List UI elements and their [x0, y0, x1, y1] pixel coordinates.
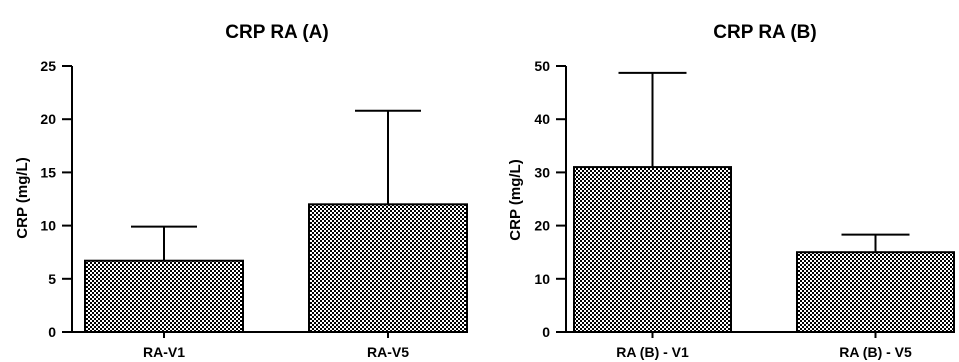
- y-tick-label: 0: [48, 324, 56, 340]
- y-axis-label-a: CRP (mg/L): [14, 157, 31, 238]
- y-tick-label: 10: [534, 271, 550, 287]
- bar-ra-v1: [84, 259, 244, 334]
- y-tick-label: 5: [48, 271, 56, 287]
- y-tick-label: 20: [40, 111, 56, 127]
- chart-panel-b: CRP RA (B) CRP (mg/L) 0 10 20 30 40 50 RA (B) …: [507, 22, 955, 360]
- y-axis-label-b: CRP (mg/L): [507, 159, 524, 240]
- plot-area-b: 0 10 20 30 40 50 RA (B) - V1 RA (B) - V5: [534, 58, 955, 360]
- chart-panel-a: CRP RA (A) CRP (mg/L) 0 5 10 15 20 25 RA-V1 RA-…: [14, 22, 468, 360]
- y-tick-label: 25: [40, 58, 56, 74]
- y-tick-label: 10: [40, 218, 56, 234]
- y-tick-label: 0: [542, 324, 550, 340]
- y-tick-label: 20: [534, 218, 550, 234]
- chart-title-a: CRP RA (A): [225, 22, 328, 43]
- y-tick-label: 15: [40, 164, 56, 180]
- category-label: RA-V5: [367, 344, 409, 360]
- category-label: RA-V1: [143, 344, 185, 360]
- chart-title-b: CRP RA (B): [713, 22, 816, 43]
- y-tick-label: 50: [534, 58, 550, 74]
- bar-ra-b-v5: [796, 251, 955, 333]
- category-label: RA (B) - V5: [839, 344, 912, 360]
- bar-ra-b-v1: [573, 166, 732, 333]
- y-tick-label: 30: [534, 164, 550, 180]
- bar-ra-v5: [308, 203, 468, 334]
- plot-area-a: 0 5 10 15 20 25 RA-V1 RA-V5: [40, 58, 468, 360]
- category-label: RA (B) - V1: [616, 344, 689, 360]
- y-tick-label: 40: [534, 111, 550, 127]
